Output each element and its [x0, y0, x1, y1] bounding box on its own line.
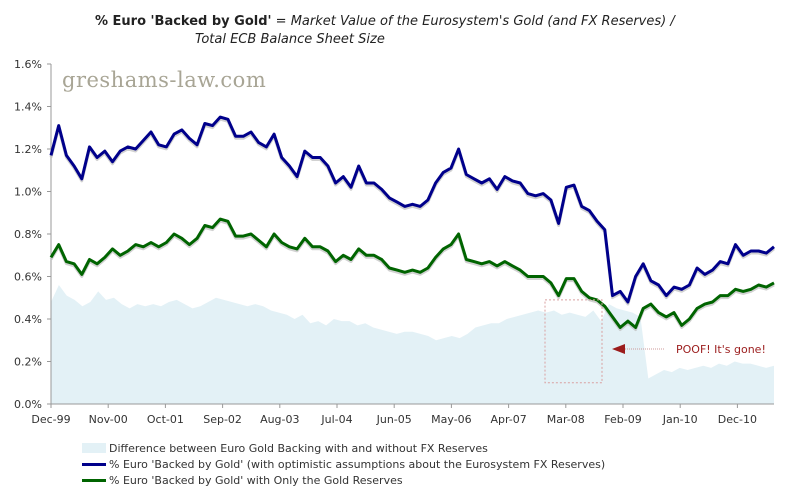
- series-shadow: [49, 117, 775, 306]
- y-tick-label: 1.6%: [14, 58, 42, 71]
- x-tick-label: Jun-05: [376, 413, 412, 426]
- legend-label: % Euro 'Backed by Gold' with Only the Go…: [109, 473, 403, 487]
- line-layer: [49, 115, 775, 331]
- y-tick-label: 0.4%: [14, 313, 42, 326]
- x-tick-label: Mar-08: [547, 413, 585, 426]
- x-tick-label: Dec-99: [31, 413, 70, 426]
- x-tick-label: Feb-09: [604, 413, 641, 426]
- x-tick-label: May-06: [431, 413, 472, 426]
- title-italic-1: Market Value of the Eurosystem's Gold (a…: [290, 14, 675, 29]
- series-line-with-fx: [49, 115, 775, 304]
- x-tick-label: Sep-02: [203, 413, 242, 426]
- chart-title-line-1: % Euro 'Backed by Gold' = Market Value o…: [95, 14, 675, 29]
- x-tick-label: Jan-10: [662, 413, 698, 426]
- annotation-arrow-head: [612, 344, 625, 354]
- legend-item-difference-area: Difference between Euro Gold Backing wit…: [82, 440, 605, 456]
- legend-item-with-fx: % Euro 'Backed by Gold' (with optimistic…: [82, 456, 605, 472]
- annotation-text: POOF! It's gone!: [676, 343, 766, 356]
- annotation-box: [544, 299, 603, 384]
- x-tick-label: Jul-04: [320, 413, 352, 426]
- legend-item-gold-only: % Euro 'Backed by Gold' with Only the Go…: [82, 472, 605, 488]
- legend: Difference between Euro Gold Backing wit…: [82, 440, 605, 488]
- x-tick-label: Nov-00: [89, 413, 128, 426]
- y-tick-label: 0.2%: [14, 356, 42, 369]
- series-line-gold-only: [49, 217, 775, 329]
- x-tick-label: Dec-10: [718, 413, 757, 426]
- legend-swatch-area: [82, 443, 106, 453]
- y-tick-label: 1.2%: [14, 143, 42, 156]
- area-layer: [51, 285, 774, 404]
- legend-label: % Euro 'Backed by Gold' (with optimistic…: [109, 457, 606, 471]
- title-bold: % Euro 'Backed by Gold': [95, 14, 272, 29]
- watermark: greshams-law.com: [62, 68, 266, 92]
- axis-layer: 0.0% 0.2% 0.4% 0.6% 0.8% 1.0% 1.2% 1.4% 1.6% Dec-…: [14, 58, 774, 426]
- annotation-layer: POOF! It's gone!: [544, 299, 766, 384]
- y-tick-label: 0.6%: [14, 271, 42, 284]
- x-tick-label: Apr-07: [490, 413, 526, 426]
- y-tick-label: 0.0%: [14, 398, 42, 411]
- y-tick-label: 1.0%: [14, 186, 42, 199]
- area-difference: [51, 285, 774, 404]
- x-tick-label: Oct-01: [147, 413, 184, 426]
- legend-swatch-green-line: [82, 478, 106, 482]
- chart-title-line-2: Total ECB Balance Sheet Size: [195, 32, 385, 47]
- title-equals: =: [271, 14, 291, 29]
- legend-label: Difference between Euro Gold Backing wit…: [109, 441, 488, 455]
- y-tick-label: 1.4%: [14, 101, 42, 114]
- y-tick-label: 0.8%: [14, 228, 42, 241]
- x-tick-label: Aug-03: [260, 413, 299, 426]
- legend-swatch-blue-line: [82, 462, 106, 466]
